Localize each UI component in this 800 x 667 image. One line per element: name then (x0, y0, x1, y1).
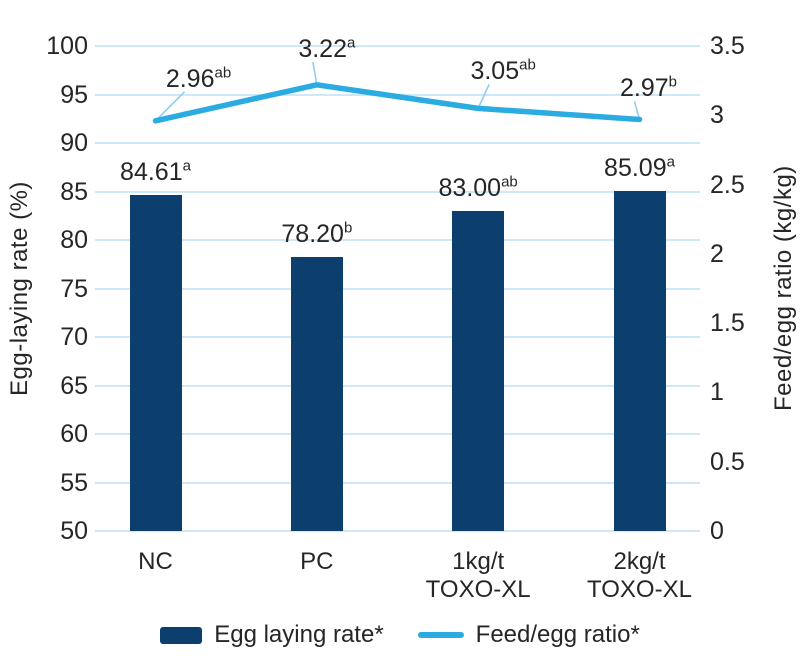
bar-value-label: 83.00ab (438, 173, 518, 202)
significance-superscript: ab (214, 64, 232, 82)
gridline (95, 481, 700, 484)
gridline (95, 142, 700, 144)
bar-value-label: 84.61a (120, 157, 191, 187)
x-axis-category-label: PC (300, 548, 334, 575)
bar-value-label: 78.20b (281, 220, 353, 249)
legend: Egg laying rate* Feed/egg ratio* (0, 618, 800, 652)
gridline (95, 287, 700, 290)
label-leader-line (154, 91, 186, 122)
y-axis-tick-left: 80 (60, 226, 88, 254)
line-value-label: 2.96ab (165, 64, 232, 93)
gridline (95, 530, 700, 532)
x-axis-category-label: 1kg/t TOXO-XL (425, 548, 531, 603)
line-series-legend-label: Feed/egg ratio* (475, 621, 640, 648)
legend-item-egg-laying-rate: Egg laying rate* (160, 621, 384, 649)
significance-superscript: a (182, 157, 191, 175)
y-axis-tick-left: 90 (60, 129, 88, 157)
y-axis-tick-left: 85 (60, 177, 88, 206)
y-axis-tick-right: 0 (710, 517, 724, 545)
gridline (95, 190, 700, 193)
bar (129, 195, 182, 531)
line-value-label: 2.97b (619, 74, 677, 103)
y-axis-tick-right: 0.5 (710, 447, 745, 476)
y-axis-tick-right: 2.5 (710, 170, 745, 199)
x-axis-category-label: 2kg/t TOXO-XL (587, 548, 692, 603)
line-value-label: 3.22a (298, 34, 356, 63)
y-axis-tick-right: 1.5 (710, 309, 745, 338)
bar (290, 257, 343, 531)
line-series-swatch (417, 632, 464, 638)
gridline (95, 336, 700, 338)
y-axis-tick-left: 50 (60, 517, 88, 545)
line-value-label: 3.05ab (470, 57, 536, 86)
significance-superscript: b (343, 220, 353, 238)
y-axis-tick-left: 65 (60, 371, 88, 400)
significance-superscript: a (666, 153, 675, 171)
y-axis-tick-right: 3 (710, 101, 724, 130)
significance-superscript: ab (519, 57, 536, 75)
y-axis-tick-left: 70 (60, 323, 88, 351)
y-axis-tick-left: 100 (46, 32, 88, 60)
bar (613, 190, 666, 531)
label-leader-line (633, 101, 641, 120)
y-axis-tick-right: 3.5 (710, 32, 745, 60)
gridline (95, 433, 700, 435)
bar-series-legend-label: Egg laying rate* (214, 621, 384, 648)
legend-item-feed-egg-ratio: Feed/egg ratio* (417, 621, 640, 649)
label-leader-line (477, 84, 490, 109)
bar (452, 210, 505, 531)
x-axis-category-label: NC (138, 548, 173, 575)
label-leader-line (312, 61, 318, 85)
y-axis-tick-right: 2 (710, 239, 724, 268)
bar-series-swatch (160, 626, 203, 644)
gridline (95, 384, 700, 387)
gridline (95, 45, 700, 47)
y-axis-tick-left: 75 (60, 274, 88, 303)
significance-superscript: a (347, 34, 356, 52)
y-axis-tick-left: 95 (60, 80, 88, 109)
significance-superscript: b (668, 74, 677, 92)
y-axis-tick-left: 55 (60, 468, 88, 497)
y-axis-tick-left: 60 (60, 420, 88, 448)
significance-superscript: ab (501, 173, 518, 191)
bar-value-label: 85.09a (604, 153, 675, 182)
gridline (95, 239, 700, 241)
y-axis-tick-right: 1 (710, 378, 724, 407)
